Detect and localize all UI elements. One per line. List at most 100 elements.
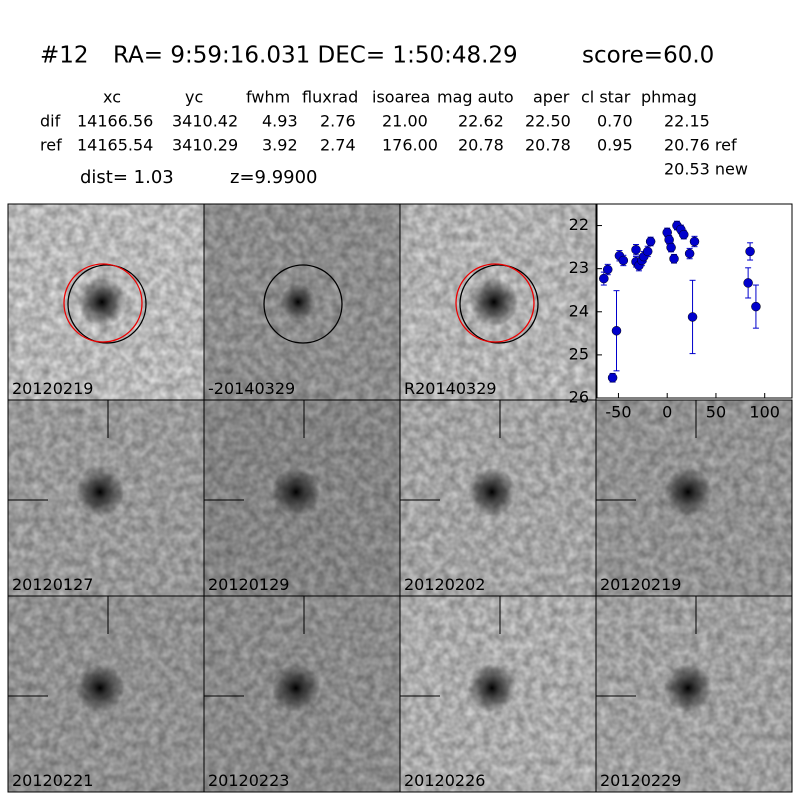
image-stamp: 20120202 — [399, 399, 597, 597]
source — [272, 664, 320, 712]
stamp-label: 20120229 — [600, 771, 681, 790]
stamp-label: 20120219 — [600, 575, 681, 594]
stamp-label: 20120202 — [404, 575, 485, 594]
data-point — [666, 242, 676, 253]
data-point — [684, 248, 695, 259]
ref-aperture — [455, 263, 535, 343]
source — [468, 664, 516, 712]
stamp-frame — [595, 595, 793, 793]
stamp-label: 20120221 — [12, 771, 93, 790]
data-point — [669, 254, 679, 264]
aperture — [263, 264, 343, 344]
stamp-label: 20120226 — [404, 771, 485, 790]
column-header: phmag — [641, 88, 697, 107]
image-stamp: 20120219 — [7, 203, 205, 401]
data-point — [689, 236, 700, 247]
data-point — [642, 246, 653, 257]
table-cell: 176.00 — [382, 136, 438, 155]
image-stamp: 20120127 — [7, 399, 205, 597]
object-id: #12 — [40, 43, 89, 69]
table-cell: 4.93 — [262, 112, 298, 131]
table-cell: 2.76 — [320, 112, 356, 131]
data-point — [745, 246, 755, 257]
stamp-label: -20140329 — [208, 379, 295, 398]
source — [664, 468, 712, 516]
table-cell: 22.62 — [458, 112, 504, 131]
table-cell: 21.00 — [382, 112, 428, 131]
image-stamp: 20120129 — [203, 399, 401, 597]
score: score=60.0 — [582, 43, 714, 69]
ref-aperture — [63, 263, 143, 343]
y-tick-label: 23 — [569, 258, 589, 277]
table-cell: 20.78 — [525, 136, 571, 155]
aperture — [459, 264, 539, 344]
y-tick-label: 25 — [569, 344, 589, 363]
image-stamp: 20120219 — [595, 399, 793, 597]
column-header: aper — [533, 88, 570, 107]
image-stamp: 20120223 — [203, 595, 401, 793]
image-stamp: R20140329 — [399, 203, 597, 401]
source — [76, 664, 124, 712]
aperture — [67, 264, 147, 344]
data-point — [631, 244, 641, 255]
stamp-label: 20120127 — [12, 575, 93, 594]
phmag-new: 20.53 new — [664, 160, 748, 179]
column-header: fluxrad — [302, 88, 358, 107]
table-cell: dif — [40, 112, 61, 131]
column-header: fwhm — [246, 88, 290, 107]
source — [468, 468, 516, 516]
plot-area — [596, 203, 793, 399]
data-point — [679, 229, 689, 240]
data-point — [645, 236, 656, 247]
table-cell: 0.95 — [597, 136, 633, 155]
table-cell: ref — [40, 136, 62, 155]
source — [272, 468, 320, 516]
data-point — [687, 312, 698, 322]
column-header: yc — [185, 88, 203, 107]
coordinates: RA= 9:59:16.031 DEC= 1:50:48.29 — [113, 43, 518, 69]
table-cell: 14166.56 — [77, 112, 153, 131]
stamp-label: 20120223 — [208, 771, 289, 790]
table-cell: 2.74 — [320, 136, 356, 155]
stamp-label: 20120129 — [208, 575, 289, 594]
image-stamp: 20120226 — [399, 595, 597, 793]
stamp-label: 20120219 — [12, 379, 93, 398]
distance: dist= 1.03 — [80, 167, 174, 188]
data-point — [618, 255, 629, 266]
table-cell: 0.70 — [597, 112, 633, 131]
y-tick-label: 22 — [569, 215, 589, 234]
x-tick-label: 50 — [706, 403, 726, 422]
x-tick-label: 100 — [749, 403, 780, 422]
data-point — [743, 278, 753, 288]
data-point — [611, 325, 622, 336]
source — [78, 278, 126, 326]
x-tick-label: 0 — [662, 403, 672, 422]
column-header: mag auto — [437, 88, 514, 107]
table-cell: 22.15 — [664, 112, 710, 131]
column-header: cl star — [581, 88, 631, 107]
stamp-label: R20140329 — [404, 379, 497, 398]
source — [280, 284, 316, 320]
column-header: isoarea — [372, 88, 430, 107]
data-point — [602, 264, 613, 275]
table-cell: 14165.54 — [77, 136, 153, 155]
image-stamp: 20120229 — [595, 595, 793, 793]
source — [664, 664, 712, 712]
image-stamp: 20120221 — [7, 595, 205, 793]
y-tick-label: 24 — [569, 301, 589, 320]
y-tick-label: 26 — [569, 388, 589, 407]
data-point — [607, 372, 618, 383]
data-point — [599, 273, 609, 284]
source — [76, 468, 124, 516]
source — [470, 278, 518, 326]
image-stamp: -20140329 — [203, 203, 401, 401]
x-tick-label: -50 — [605, 403, 631, 422]
table-cell: 22.50 — [525, 112, 571, 131]
table-cell: 20.76 ref — [664, 136, 737, 155]
table-cell: 3410.29 — [172, 136, 238, 155]
table-cell: 3.92 — [262, 136, 298, 155]
table-cell: 20.78 — [458, 136, 504, 155]
column-header: xc — [103, 88, 121, 107]
data-point — [751, 301, 761, 312]
